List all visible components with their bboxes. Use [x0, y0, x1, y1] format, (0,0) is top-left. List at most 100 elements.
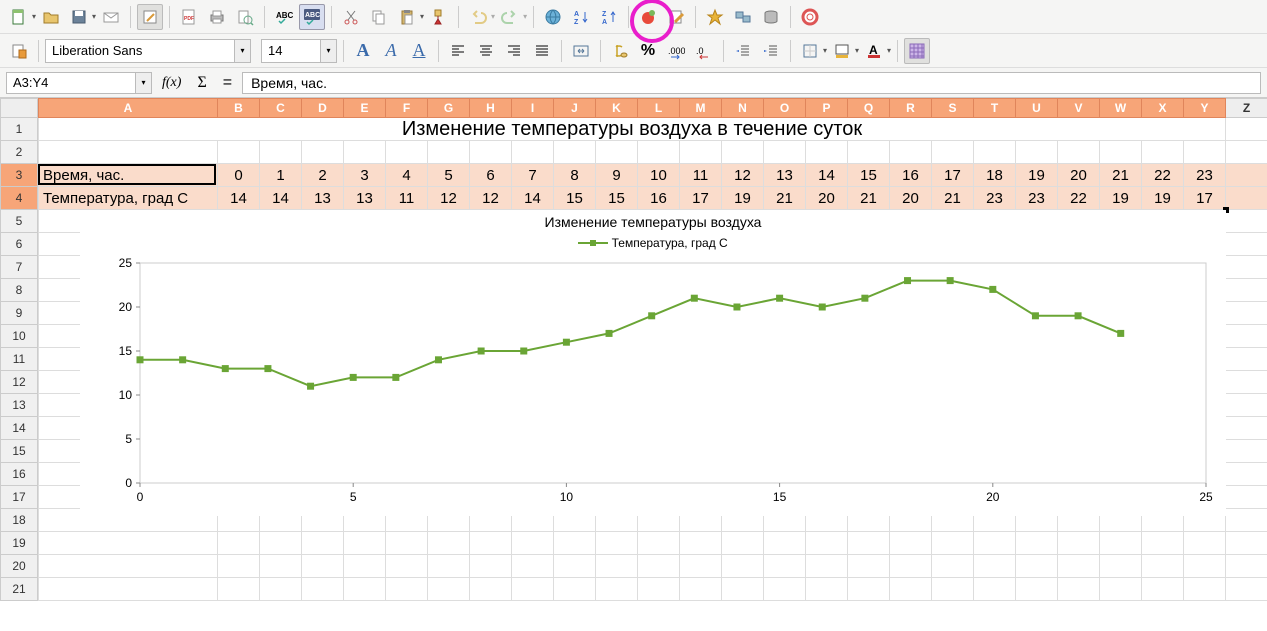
cell[interactable] — [470, 578, 512, 601]
column-header[interactable]: T — [974, 98, 1016, 118]
cell[interactable] — [428, 532, 470, 555]
clone-formatting-icon[interactable] — [426, 4, 452, 30]
cell[interactable]: 13 — [302, 187, 344, 210]
cell[interactable] — [722, 141, 764, 164]
new-doc-dropdown[interactable]: ▾ — [32, 12, 36, 21]
column-header[interactable]: S — [932, 98, 974, 118]
row-header[interactable]: 19 — [0, 532, 38, 555]
cell[interactable]: 17 — [932, 164, 974, 187]
print-icon[interactable] — [204, 4, 230, 30]
equals-icon[interactable]: = — [217, 74, 238, 92]
column-header[interactable]: O — [764, 98, 806, 118]
column-header[interactable]: A — [38, 98, 218, 118]
redo-icon[interactable] — [497, 4, 523, 30]
cell[interactable] — [1016, 532, 1058, 555]
function-wizard-icon[interactable]: f(x) — [156, 75, 187, 91]
cell[interactable] — [1226, 302, 1267, 325]
remove-decimal-icon[interactable]: .0 — [691, 38, 717, 64]
cell[interactable] — [302, 555, 344, 578]
cell[interactable]: 15 — [554, 187, 596, 210]
paste-dropdown[interactable]: ▾ — [420, 12, 424, 21]
cell[interactable] — [1142, 532, 1184, 555]
cell[interactable] — [1058, 532, 1100, 555]
cell[interactable] — [302, 532, 344, 555]
cell[interactable]: 16 — [638, 187, 680, 210]
cell[interactable] — [1016, 578, 1058, 601]
cell[interactable]: 14 — [218, 187, 260, 210]
cell[interactable]: 16 — [890, 164, 932, 187]
copy-icon[interactable] — [366, 4, 392, 30]
column-header[interactable]: K — [596, 98, 638, 118]
cell[interactable] — [1226, 164, 1267, 187]
column-header[interactable]: R — [890, 98, 932, 118]
cell[interactable] — [1142, 578, 1184, 601]
cell[interactable] — [890, 578, 932, 601]
add-decimal-icon[interactable]: .000 — [663, 38, 689, 64]
navigator-icon[interactable] — [702, 4, 728, 30]
cell[interactable]: 20 — [806, 187, 848, 210]
cell[interactable] — [554, 532, 596, 555]
cell[interactable] — [638, 141, 680, 164]
column-header[interactable]: I — [512, 98, 554, 118]
cell[interactable] — [1226, 233, 1267, 256]
cell[interactable]: 8 — [554, 164, 596, 187]
cell[interactable] — [890, 532, 932, 555]
cell[interactable] — [386, 532, 428, 555]
row-header[interactable]: 12 — [0, 371, 38, 394]
styles-icon[interactable] — [6, 38, 32, 64]
cell[interactable] — [1226, 578, 1267, 601]
row-header[interactable]: 5 — [0, 210, 38, 233]
font-size-dropdown[interactable]: ▾ — [321, 39, 337, 63]
percent-icon[interactable]: % — [635, 38, 661, 64]
cell[interactable]: 14 — [260, 187, 302, 210]
undo-icon[interactable] — [465, 4, 491, 30]
sum-icon[interactable]: Σ — [191, 74, 212, 92]
row-header[interactable]: 21 — [0, 578, 38, 601]
cell[interactable] — [1016, 141, 1058, 164]
help-icon[interactable] — [797, 4, 823, 30]
spellcheck-icon[interactable]: ABC — [271, 4, 297, 30]
cell[interactable] — [638, 578, 680, 601]
cell[interactable] — [932, 141, 974, 164]
column-header[interactable]: C — [260, 98, 302, 118]
cell-reference-dropdown[interactable]: ▾ — [136, 72, 152, 94]
font-name-input[interactable] — [45, 39, 235, 63]
cell[interactable] — [1226, 440, 1267, 463]
open-folder-icon[interactable] — [38, 4, 64, 30]
cell[interactable] — [1226, 210, 1267, 233]
column-header[interactable]: B — [218, 98, 260, 118]
cell[interactable] — [1226, 325, 1267, 348]
cell[interactable] — [512, 578, 554, 601]
cell[interactable]: 12 — [428, 187, 470, 210]
cell[interactable] — [1100, 578, 1142, 601]
cell[interactable]: 17 — [680, 187, 722, 210]
cell[interactable] — [1226, 256, 1267, 279]
cell[interactable]: 5 — [428, 164, 470, 187]
cell[interactable] — [848, 578, 890, 601]
cell[interactable]: 0 — [218, 164, 260, 187]
cell[interactable]: 19 — [722, 187, 764, 210]
cut-icon[interactable] — [338, 4, 364, 30]
cell[interactable] — [848, 532, 890, 555]
cell[interactable] — [722, 578, 764, 601]
column-header[interactable]: Y — [1184, 98, 1226, 118]
cell[interactable]: 21 — [1100, 164, 1142, 187]
cell[interactable]: 20 — [890, 187, 932, 210]
column-header[interactable]: L — [638, 98, 680, 118]
cell[interactable]: 19 — [1100, 187, 1142, 210]
chart[interactable]: Изменение температуры воздуха Температур… — [80, 210, 1226, 516]
sort-asc-icon[interactable]: AZ — [568, 4, 594, 30]
align-left-icon[interactable] — [445, 38, 471, 64]
cell[interactable] — [1058, 141, 1100, 164]
row-header[interactable]: 15 — [0, 440, 38, 463]
currency-icon[interactable] — [607, 38, 633, 64]
cell[interactable] — [596, 141, 638, 164]
row-header[interactable]: 13 — [0, 394, 38, 417]
increase-indent-icon[interactable] — [758, 38, 784, 64]
font-name-combo[interactable]: ▾ — [45, 39, 251, 63]
cell[interactable] — [302, 578, 344, 601]
email-doc-icon[interactable] — [98, 4, 124, 30]
cell[interactable] — [932, 555, 974, 578]
column-header[interactable]: W — [1100, 98, 1142, 118]
merge-cells-icon[interactable] — [568, 38, 594, 64]
